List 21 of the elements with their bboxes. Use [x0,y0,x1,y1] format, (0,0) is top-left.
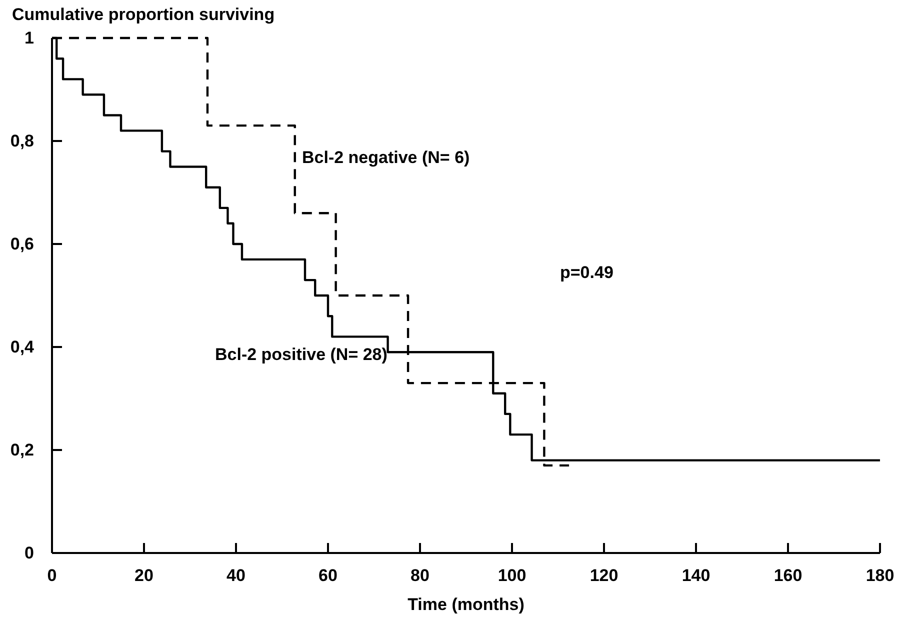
y-tick-label: 0,2 [10,440,34,460]
x-tick-label: 160 [774,566,802,586]
x-tick-label: 0 [47,566,57,586]
annotation: p=0.49 [560,263,614,282]
x-tick-label: 60 [318,566,338,586]
y-tick-label: 0,8 [10,131,34,150]
y-axis-title: Cumulative proportion surviving [12,5,275,24]
x-tick-label: 40 [226,566,246,586]
x-tick-label: 20 [134,566,154,586]
x-tick-label: 120 [590,566,618,586]
series-label: Bcl-2 positive (N= 28) [215,345,388,364]
y-tick-label: 0 [24,543,34,562]
x-tick-label: 140 [682,566,710,586]
x-axis-title: Time (months) [408,595,524,614]
y-tick-label: 0,6 [10,234,34,254]
x-tick-label: 180 [866,566,894,586]
x-tick-label: 80 [410,566,430,586]
series-label: Bcl-2 negative (N= 6) [302,148,470,167]
x-tick-label: 100 [498,566,526,586]
y-tick-label: 0,4 [10,337,35,356]
y-tick-label: 1 [24,28,34,48]
